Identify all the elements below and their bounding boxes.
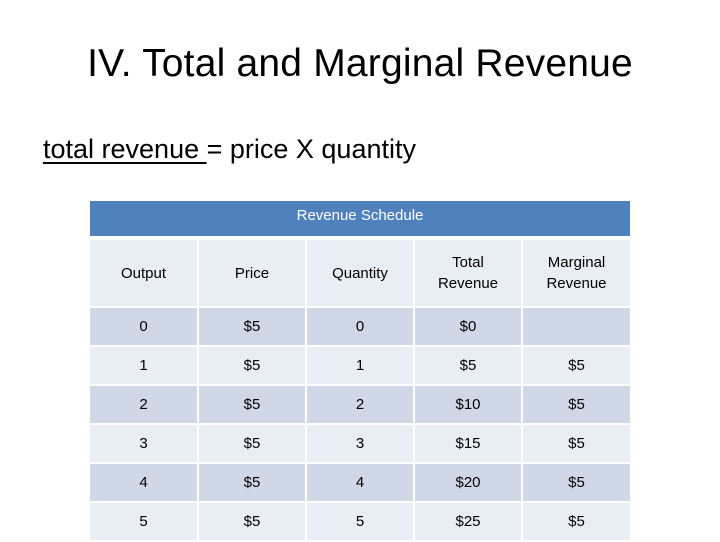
revenue-table: Output Price Quantity Total Revenue Marg…	[90, 240, 630, 542]
header-price: Price	[197, 240, 306, 308]
table-row: 2 $5 2 $10 $5	[90, 385, 630, 425]
slide-title: IV. Total and Marginal Revenue	[87, 42, 633, 85]
cell-quantity: 4	[305, 463, 414, 503]
cell-marginal-revenue: $5	[521, 346, 630, 386]
cell-marginal-revenue: $5	[521, 424, 630, 464]
cell-output: 4	[90, 463, 198, 503]
cell-output: 5	[90, 502, 198, 542]
definition-formula: = price X quantity	[206, 134, 416, 164]
cell-total-revenue: $10	[413, 385, 522, 425]
cell-output: 0	[90, 307, 198, 347]
table-row: 3 $5 3 $15 $5	[90, 424, 630, 464]
table-caption: Revenue Schedule	[90, 201, 630, 240]
cell-total-revenue: $25	[413, 502, 522, 542]
cell-price: $5	[197, 307, 306, 347]
table-row: 0 $5 0 $0	[90, 307, 630, 347]
cell-quantity: 3	[305, 424, 414, 464]
cell-price: $5	[197, 346, 306, 386]
cell-quantity: 2	[305, 385, 414, 425]
cell-price: $5	[197, 502, 306, 542]
cell-output: 2	[90, 385, 198, 425]
cell-quantity: 5	[305, 502, 414, 542]
definition-term: total revenue	[43, 134, 207, 164]
cell-total-revenue: $20	[413, 463, 522, 503]
table-row: 4 $5 4 $20 $5	[90, 463, 630, 503]
cell-price: $5	[197, 385, 306, 425]
header-total-revenue: Total Revenue	[413, 240, 522, 308]
cell-quantity: 0	[305, 307, 414, 347]
cell-quantity: 1	[305, 346, 414, 386]
header-output: Output	[90, 240, 198, 308]
cell-total-revenue: $5	[413, 346, 522, 386]
header-quantity: Quantity	[305, 240, 414, 308]
cell-price: $5	[197, 463, 306, 503]
cell-marginal-revenue: $5	[521, 385, 630, 425]
table-row: 1 $5 1 $5 $5	[90, 346, 630, 386]
table-row: 5 $5 5 $25 $5	[90, 502, 630, 542]
cell-output: 1	[90, 346, 198, 386]
cell-price: $5	[197, 424, 306, 464]
definition-line: total revenue = price X quantity	[43, 134, 416, 165]
cell-total-revenue: $15	[413, 424, 522, 464]
cell-total-revenue: $0	[413, 307, 522, 347]
revenue-schedule-table: Revenue Schedule Output Price Quantity T…	[90, 201, 630, 542]
cell-marginal-revenue: $5	[521, 463, 630, 503]
header-marginal-revenue: Marginal Revenue	[521, 240, 630, 308]
cell-marginal-revenue	[521, 307, 630, 347]
cell-output: 3	[90, 424, 198, 464]
header-row: Output Price Quantity Total Revenue Marg…	[90, 240, 630, 308]
cell-marginal-revenue: $5	[521, 502, 630, 542]
